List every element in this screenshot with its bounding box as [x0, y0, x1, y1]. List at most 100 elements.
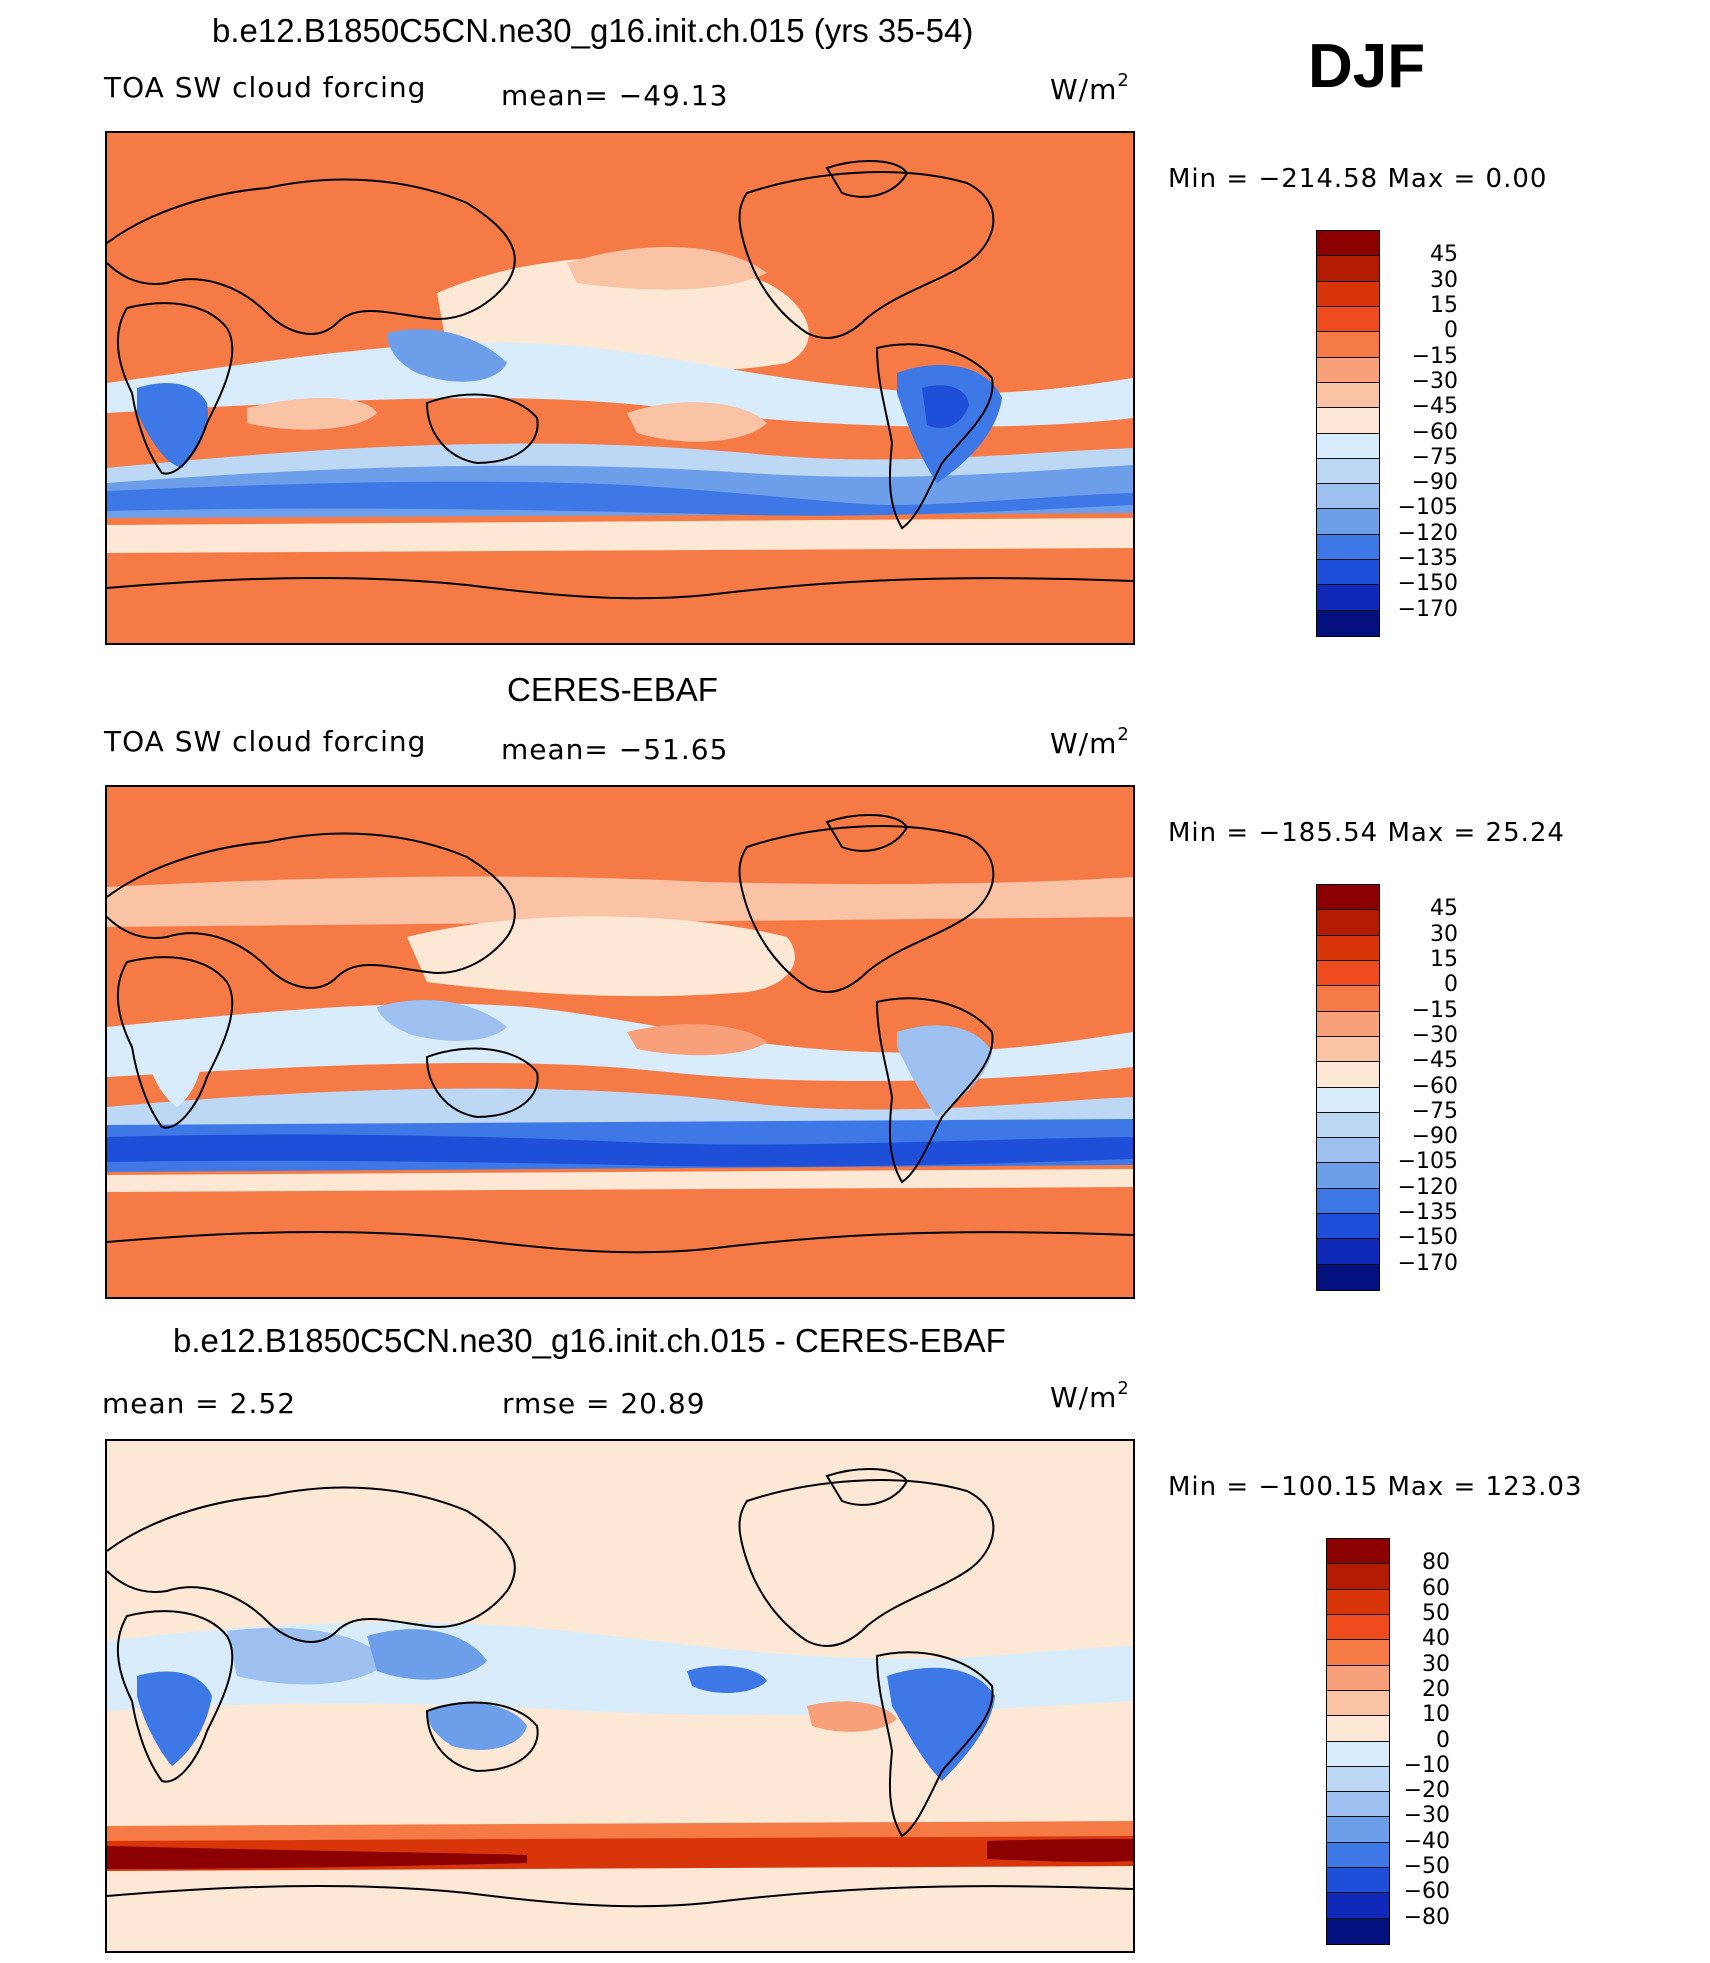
band-itcz — [107, 342, 1133, 427]
units-base: W/m — [1050, 727, 1118, 760]
colorbar-swatch — [1327, 1766, 1389, 1793]
colorbar-swatch — [1317, 1036, 1379, 1063]
colorbar-level-label: 40 — [1422, 1626, 1450, 1652]
colorbar-level-label: −105 — [1397, 1149, 1458, 1175]
coast-greenland — [825, 1468, 909, 1506]
colorbar-swatch — [1317, 1188, 1379, 1215]
colorbar-level-label: −170 — [1397, 596, 1458, 622]
colorbar-swatch — [1317, 509, 1379, 535]
season-label: DJF — [1308, 32, 1426, 101]
map-plot — [107, 787, 1133, 1297]
band-southern-ocean-positive-4 — [987, 1839, 1133, 1862]
colorbar-swatch — [1317, 1062, 1379, 1088]
region-southern-africa — [147, 1038, 202, 1107]
panel-1-minmax: Min = −214.58 Max = 0.00 — [1168, 164, 1548, 194]
panel-2-minmax: Min = −185.54 Max = 25.24 — [1168, 818, 1565, 848]
panel-1-mean: mean= −49.13 — [501, 79, 729, 112]
colorbar-level-label: 50 — [1422, 1600, 1450, 1626]
colorbar-swatch — [1317, 534, 1379, 561]
coast-africa — [116, 302, 234, 475]
colorbar-level-label: 0 — [1444, 318, 1458, 344]
coast-eurasia — [107, 178, 516, 335]
colorbar-swatch — [1317, 1264, 1379, 1290]
colorbar-swatch — [1317, 357, 1379, 383]
coast-antarctica — [107, 1230, 1133, 1254]
colorbar-level-label: −170 — [1397, 1250, 1458, 1276]
colorbar-level-label: −45 — [1411, 1048, 1458, 1074]
coast-south-america — [875, 997, 994, 1184]
region-central-pacific-negative — [687, 1665, 767, 1693]
map-plot — [107, 133, 1133, 643]
coast-north-america — [738, 171, 995, 339]
colorbar-level-label: −30 — [1411, 1022, 1458, 1048]
region-southern-africa — [137, 383, 208, 468]
panel-1-units: W/m2 — [1050, 72, 1130, 106]
colorbar-level-label: −15 — [1411, 343, 1458, 369]
colorbar-level-label: 30 — [1422, 1651, 1450, 1677]
coast-south-america — [875, 1651, 994, 1838]
colorbar-level-label: −60 — [1411, 1073, 1458, 1099]
colorbar-level-label: 0 — [1436, 1727, 1450, 1753]
panel-3-map — [105, 1439, 1135, 1953]
colorbar-swatch — [1317, 484, 1379, 510]
panel-1-colorbar-labels: 45 30 15 0 −15 −30 −45 −60 −75 −90 −105 −120 −135 −15… — [1380, 230, 1458, 635]
colorbar-level-label: 30 — [1430, 921, 1458, 947]
map-plot — [107, 1441, 1133, 1951]
units-base: W/m — [1050, 73, 1118, 106]
coast-africa — [116, 956, 234, 1129]
colorbar-swatch — [1327, 1665, 1389, 1691]
panel-2-units: W/m2 — [1050, 726, 1130, 760]
band-antarctic-edge — [107, 518, 1133, 553]
colorbar-swatch — [1317, 408, 1379, 434]
panel-2-title: CERES-EBAF — [507, 671, 718, 708]
coast-north-america — [738, 825, 995, 993]
coast-south-america — [875, 343, 994, 530]
colorbar-level-label: 15 — [1430, 946, 1458, 972]
colorbar-level-label: −90 — [1411, 1124, 1458, 1150]
colorbar-level-label: −60 — [1403, 1879, 1450, 1905]
panel-2-field-label: TOA SW cloud forcing — [104, 725, 427, 758]
band-south-pacific-light — [627, 402, 767, 442]
colorbar-swatch — [1317, 433, 1379, 459]
colorbar-level-label: −75 — [1411, 444, 1458, 470]
colorbar-swatch — [1327, 1741, 1389, 1767]
colorbar-swatch — [1317, 281, 1379, 307]
colorbar-swatch — [1317, 256, 1379, 282]
colorbar-level-label: 30 — [1430, 267, 1458, 293]
coast-greenland — [825, 160, 909, 198]
colorbar-swatch — [1327, 1716, 1389, 1742]
colorbar-level-label: −120 — [1397, 520, 1458, 546]
panel-3-rmse: rmse = 20.89 — [502, 1387, 706, 1420]
region-maritime-continent — [387, 329, 507, 382]
colorbar-level-label: −45 — [1411, 394, 1458, 420]
colorbar-swatch — [1317, 306, 1379, 333]
colorbar-swatch — [1317, 560, 1379, 586]
panel-1-map — [105, 131, 1135, 645]
colorbar-level-label: −15 — [1411, 997, 1458, 1023]
colorbar-level-label: 60 — [1422, 1575, 1450, 1601]
colorbar-swatch — [1317, 1112, 1379, 1139]
coast-australia — [425, 393, 539, 465]
colorbar-swatch — [1327, 1817, 1389, 1843]
colorbar-swatch — [1317, 332, 1379, 358]
colorbar-swatch — [1317, 1163, 1379, 1189]
colorbar-swatch — [1317, 610, 1379, 636]
colorbar-swatch — [1317, 885, 1379, 911]
colorbar-swatch — [1327, 1539, 1389, 1565]
colorbar-swatch — [1327, 1893, 1389, 1919]
colorbar-swatch — [1327, 1842, 1389, 1869]
panel-3-colorbar — [1326, 1538, 1390, 1945]
colorbar-swatch — [1327, 1640, 1389, 1666]
band-itcz — [107, 1003, 1133, 1082]
coast-eurasia — [107, 1486, 516, 1643]
region-south-america — [897, 1025, 992, 1117]
panel-3-units: W/m2 — [1050, 1380, 1130, 1412]
colorbar-level-label: 80 — [1422, 1550, 1450, 1576]
band-southern-light — [107, 1088, 1133, 1127]
band-tropical-light — [407, 916, 795, 997]
region-south-america-core — [922, 385, 969, 429]
colorbar-swatch — [1327, 1690, 1389, 1717]
colorbar-level-label: −50 — [1403, 1854, 1450, 1880]
panel-2-colorbar — [1316, 884, 1380, 1291]
region-maritime-continent — [377, 999, 507, 1041]
